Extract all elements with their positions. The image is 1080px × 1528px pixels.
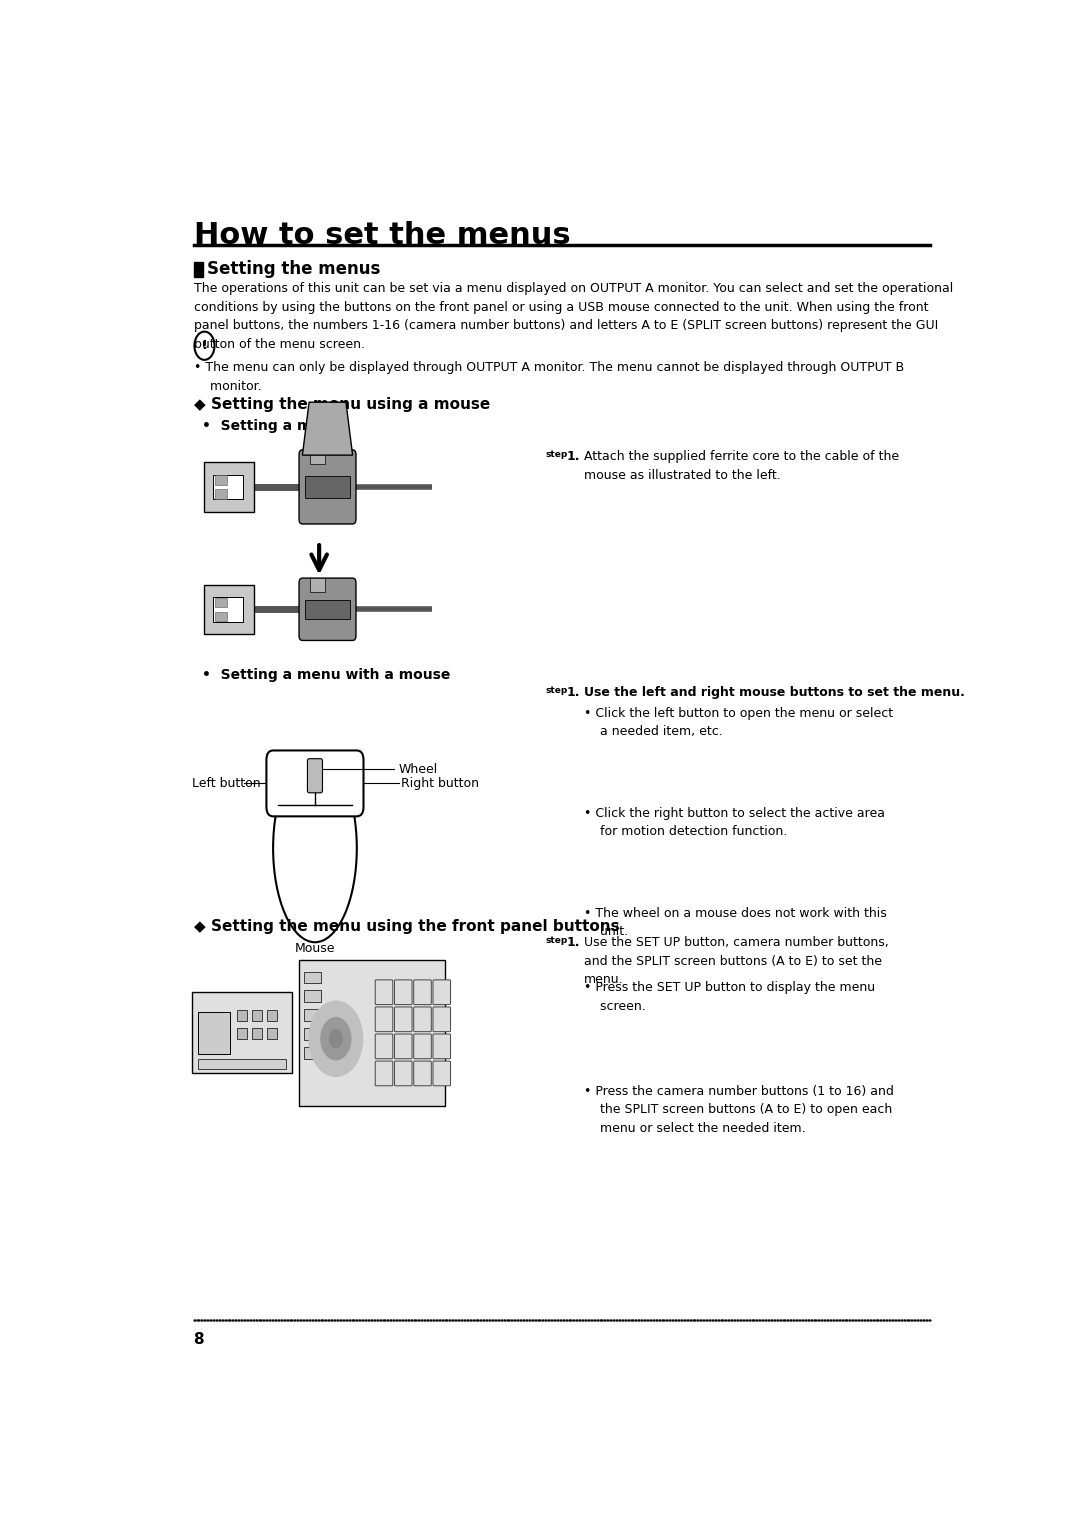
FancyBboxPatch shape [305,990,321,1002]
Text: 11: 11 [418,1044,427,1050]
FancyBboxPatch shape [394,979,413,1004]
Text: • Click the left button to open the menu or select
    a needed item, etc.: • Click the left button to open the menu… [583,707,893,738]
FancyBboxPatch shape [433,1007,450,1031]
Text: Wheel: Wheel [399,762,437,776]
Text: 16: 16 [437,1071,446,1076]
Circle shape [329,1030,342,1048]
Text: 8: 8 [193,1332,204,1346]
Text: • Click the right button to select the active area
    for motion detection func: • Click the right button to select the a… [583,807,885,839]
Text: 2: 2 [401,989,405,995]
Text: 12: 12 [437,1044,446,1050]
FancyBboxPatch shape [198,1012,230,1054]
Text: ◆ Setting the menu using a mouse: ◆ Setting the menu using a mouse [193,397,490,413]
FancyBboxPatch shape [215,489,227,498]
FancyBboxPatch shape [267,1028,278,1039]
FancyBboxPatch shape [375,1007,393,1031]
Text: 1.: 1. [567,686,580,698]
Text: • The wheel on a mouse does not work with this
    unit.: • The wheel on a mouse does not work wit… [583,908,887,938]
Text: 3: 3 [420,989,424,995]
Text: 10: 10 [399,1044,408,1050]
FancyBboxPatch shape [433,979,450,1004]
Text: 13: 13 [379,1071,389,1076]
Text: • Press the SET UP button to display the menu
    screen.: • Press the SET UP button to display the… [583,981,875,1013]
Text: Right button: Right button [401,776,480,790]
FancyBboxPatch shape [215,475,227,484]
FancyBboxPatch shape [299,449,356,524]
FancyBboxPatch shape [308,759,323,793]
FancyBboxPatch shape [414,1034,431,1059]
Text: 15: 15 [418,1071,427,1076]
FancyBboxPatch shape [414,1007,431,1031]
FancyBboxPatch shape [267,1010,278,1021]
Text: 4: 4 [440,989,444,995]
Text: 7: 7 [420,1016,424,1022]
Text: Mouse: Mouse [295,943,335,955]
FancyBboxPatch shape [253,1028,262,1039]
FancyBboxPatch shape [310,449,325,465]
FancyBboxPatch shape [193,263,203,278]
Text: How to set the menus: How to set the menus [193,222,570,251]
FancyBboxPatch shape [305,475,350,498]
FancyBboxPatch shape [394,1007,413,1031]
FancyBboxPatch shape [198,1059,285,1068]
FancyBboxPatch shape [305,1047,321,1059]
Text: Use the left and right mouse buttons to set the menu.: Use the left and right mouse buttons to … [583,686,964,698]
Text: Attach the supplied ferrite core to the cable of the
mouse as illustrated to the: Attach the supplied ferrite core to the … [583,451,899,481]
FancyBboxPatch shape [305,972,321,984]
Text: step: step [545,686,567,695]
Text: !: ! [202,339,207,351]
Text: • The menu can only be displayed through OUTPUT A monitor. The menu cannot be di: • The menu can only be displayed through… [193,361,904,393]
Text: 8: 8 [440,1016,444,1022]
FancyBboxPatch shape [204,585,254,634]
Text: Setting the menus: Setting the menus [207,260,380,278]
FancyBboxPatch shape [204,461,254,512]
FancyBboxPatch shape [433,1034,450,1059]
Text: 14: 14 [399,1071,407,1076]
FancyBboxPatch shape [305,1010,321,1021]
FancyBboxPatch shape [414,1060,431,1086]
Circle shape [309,1001,363,1076]
Text: •  Setting a mouse: • Setting a mouse [202,419,349,432]
Text: 6: 6 [401,1016,405,1022]
FancyBboxPatch shape [192,992,292,1074]
Text: •  Setting a menu with a mouse: • Setting a menu with a mouse [202,668,450,681]
FancyBboxPatch shape [215,611,227,620]
FancyBboxPatch shape [414,979,431,1004]
FancyBboxPatch shape [238,1010,247,1021]
Text: • Press the camera number buttons (1 to 16) and
    the SPLIT screen buttons (A : • Press the camera number buttons (1 to … [583,1085,893,1135]
FancyBboxPatch shape [433,1060,450,1086]
Text: Use the SET UP button, camera number buttons,
and the SPLIT screen buttons (A to: Use the SET UP button, camera number but… [583,937,889,987]
Text: ◆ Setting the menu using the front panel buttons: ◆ Setting the menu using the front panel… [193,918,619,934]
FancyBboxPatch shape [299,960,445,1106]
Text: 1.: 1. [567,937,580,949]
FancyBboxPatch shape [305,601,350,619]
Circle shape [321,1018,351,1060]
Text: The operations of this unit can be set via a menu displayed on OUTPUT A monitor.: The operations of this unit can be set v… [193,283,953,351]
FancyBboxPatch shape [213,475,243,500]
FancyBboxPatch shape [238,1028,247,1039]
Text: Left button: Left button [192,776,260,790]
FancyBboxPatch shape [253,1010,262,1021]
Text: 1.: 1. [567,451,580,463]
FancyBboxPatch shape [375,1060,393,1086]
Text: step: step [545,451,567,460]
FancyBboxPatch shape [375,1034,393,1059]
Polygon shape [302,402,352,455]
FancyBboxPatch shape [215,597,227,607]
FancyBboxPatch shape [375,979,393,1004]
Text: step: step [545,937,567,946]
FancyBboxPatch shape [394,1034,413,1059]
Text: 1: 1 [381,989,387,995]
FancyBboxPatch shape [305,1028,321,1041]
FancyBboxPatch shape [299,578,356,640]
FancyBboxPatch shape [213,597,243,622]
FancyBboxPatch shape [267,750,364,816]
FancyBboxPatch shape [394,1060,413,1086]
Ellipse shape [273,753,356,943]
Text: 9: 9 [381,1044,387,1050]
Text: 5: 5 [382,1016,387,1022]
FancyBboxPatch shape [310,578,325,593]
